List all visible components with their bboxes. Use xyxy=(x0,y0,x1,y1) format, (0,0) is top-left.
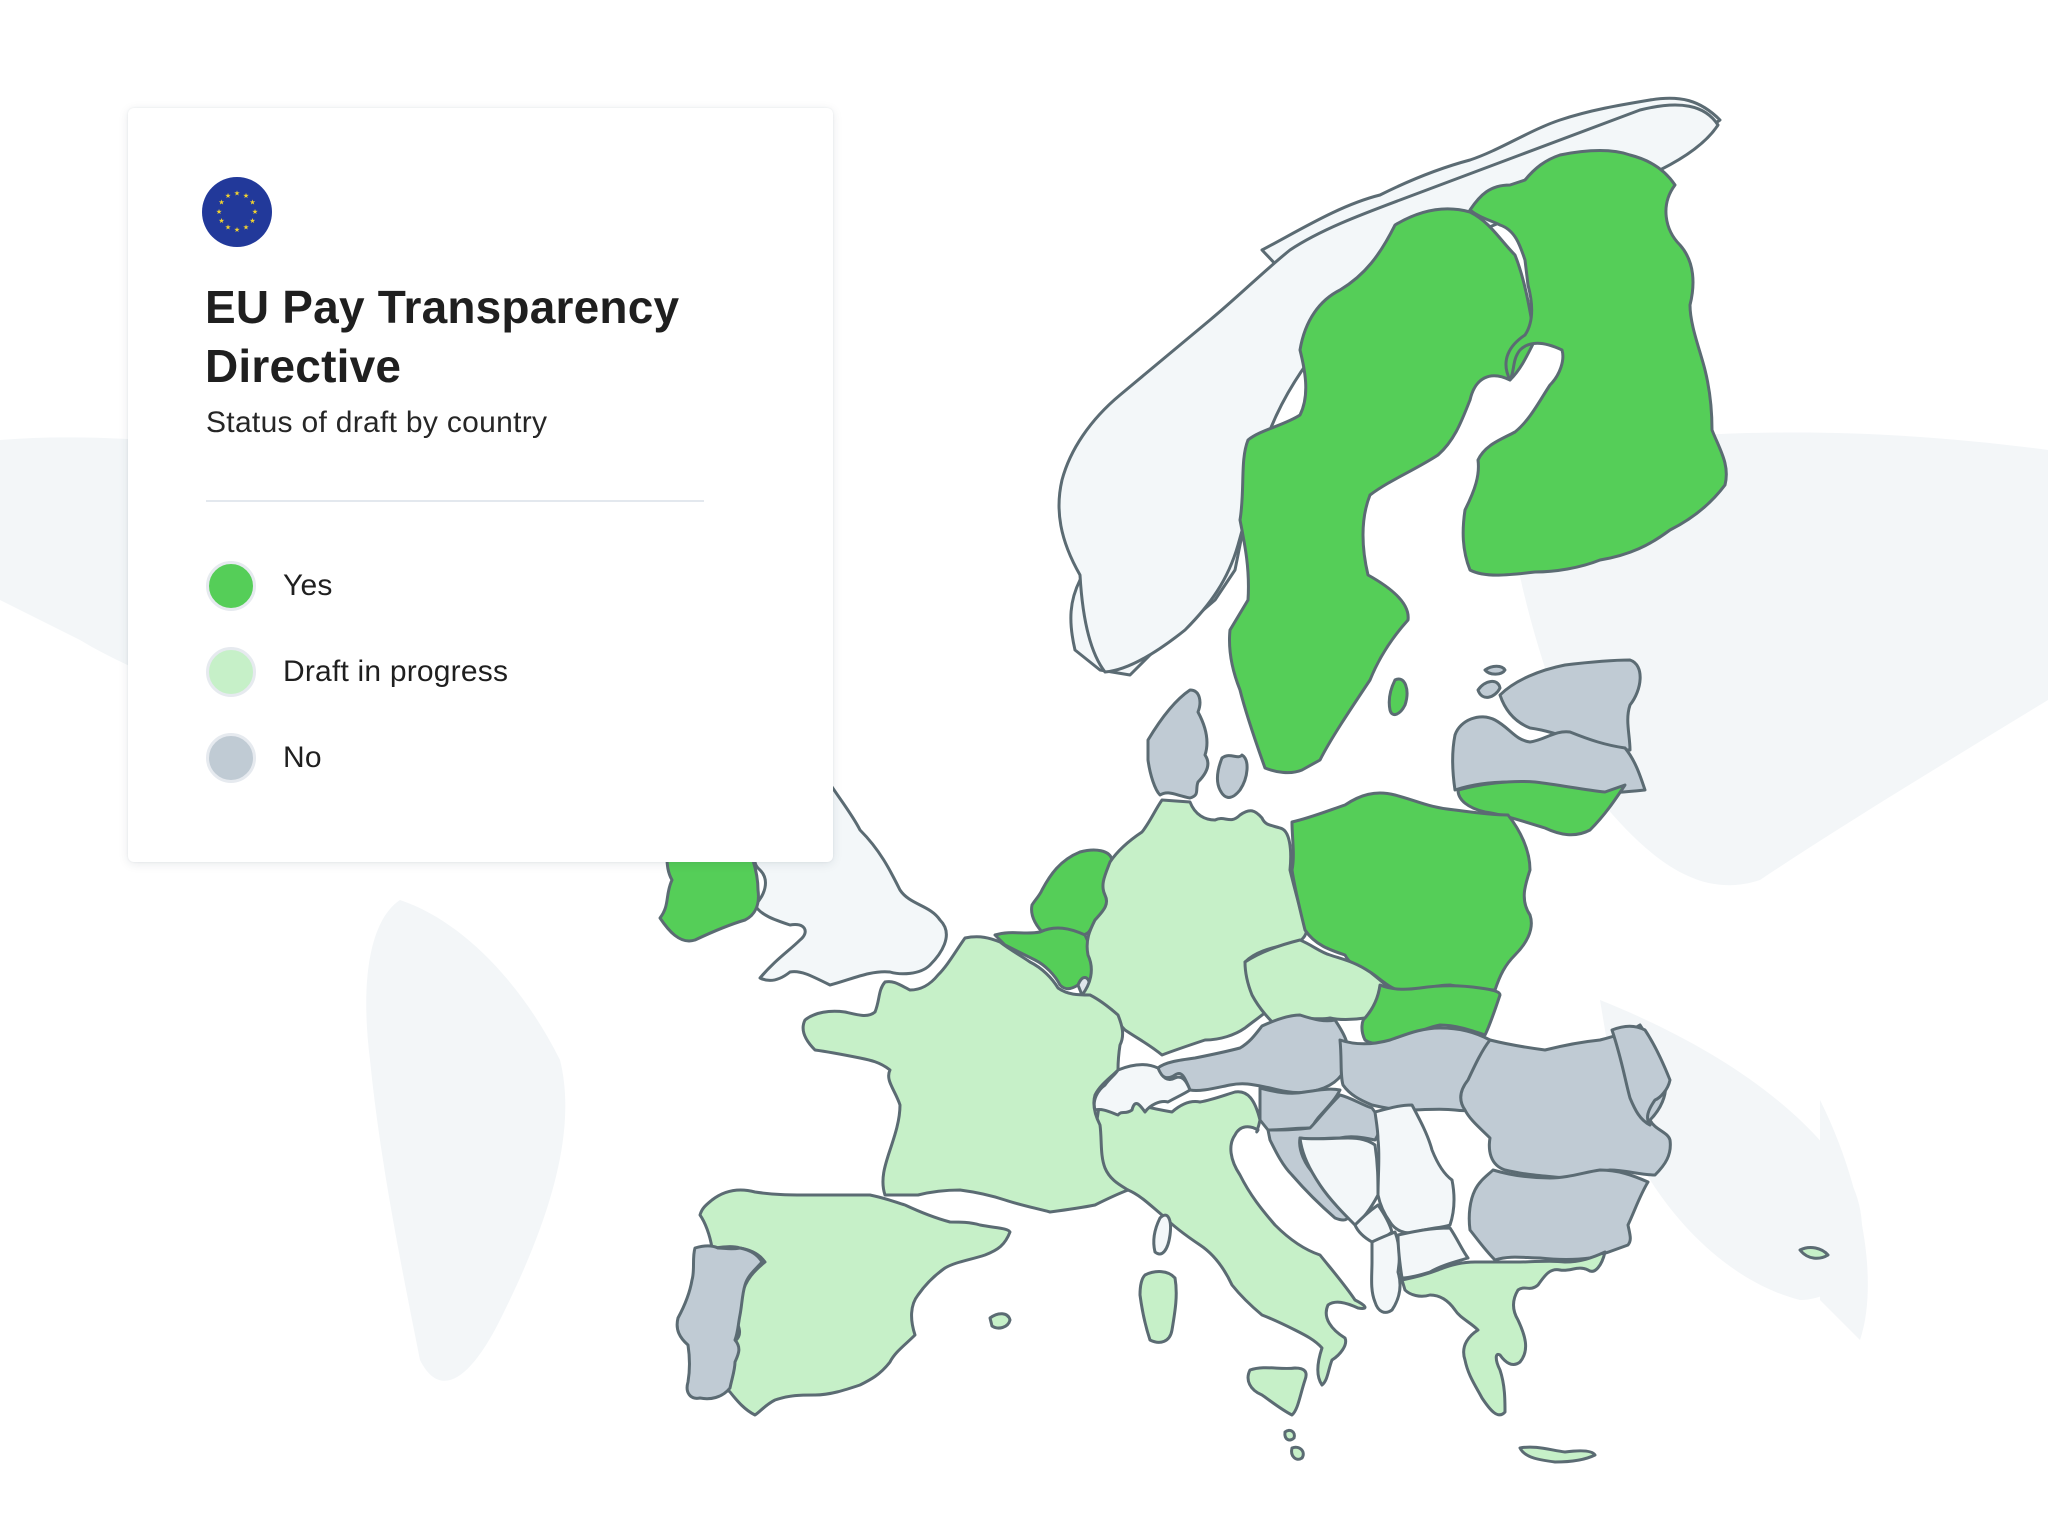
country-sardinia[interactable] xyxy=(1138,1270,1178,1344)
country-sweden[interactable] xyxy=(1228,207,1537,775)
legend-card: ★ ★ ★ ★ ★ ★ ★ ★ ★ ★ ★ ★ EU Pay Transpare… xyxy=(128,108,833,862)
country-finland[interactable] xyxy=(1461,148,1728,577)
legend-swatch-no xyxy=(206,733,256,783)
svg-text:★: ★ xyxy=(225,192,231,200)
svg-text:★: ★ xyxy=(216,208,222,216)
divider xyxy=(206,500,704,502)
page-subtitle: Status of draft by country xyxy=(206,406,548,439)
svg-text:★: ★ xyxy=(218,217,224,225)
legend-swatch-draft xyxy=(206,647,256,697)
country-slovakia[interactable] xyxy=(1360,983,1502,1046)
country-denmark[interactable] xyxy=(1146,688,1210,800)
svg-text:★: ★ xyxy=(225,224,231,232)
legend-swatch-yes xyxy=(206,561,256,611)
svg-text:★: ★ xyxy=(249,199,255,207)
svg-text:★: ★ xyxy=(234,190,240,198)
country-bulgaria[interactable] xyxy=(1467,1168,1650,1262)
legend-label-no: No xyxy=(283,741,322,774)
svg-text:★: ★ xyxy=(218,199,224,207)
country-moldova[interactable] xyxy=(1610,1024,1672,1127)
country-sicily[interactable] xyxy=(1246,1366,1308,1417)
country-estonia[interactable] xyxy=(1498,658,1642,752)
page-title: EU Pay Transparency Directive xyxy=(205,281,680,392)
eu-flag-icon: ★ ★ ★ ★ ★ ★ ★ ★ ★ ★ ★ ★ xyxy=(202,177,272,247)
country-austria[interactable] xyxy=(1156,1013,1350,1095)
country-corsica[interactable] xyxy=(1152,1213,1172,1256)
country-denmark-zealand[interactable] xyxy=(1215,753,1249,799)
legend-item-no: No xyxy=(206,733,322,783)
svg-text:★: ★ xyxy=(243,192,249,200)
country-sweden-gotland[interactable] xyxy=(1387,677,1409,717)
country-spain[interactable] xyxy=(698,1188,1012,1417)
svg-text:★: ★ xyxy=(234,226,240,234)
country-portugal[interactable] xyxy=(675,1244,764,1401)
legend-item-draft: Draft in progress xyxy=(206,647,508,697)
country-estonia-islands[interactable] xyxy=(1476,664,1507,699)
country-cyprus[interactable] xyxy=(1798,1246,1830,1260)
svg-text:★: ★ xyxy=(249,217,255,225)
country-lithuania[interactable] xyxy=(1456,780,1627,837)
country-north-macedonia[interactable] xyxy=(1396,1226,1470,1280)
country-poland[interactable] xyxy=(1290,791,1533,994)
svg-text:★: ★ xyxy=(252,208,258,216)
country-mallorca[interactable] xyxy=(988,1312,1012,1330)
country-greece[interactable] xyxy=(1400,1250,1607,1417)
country-crete[interactable] xyxy=(1518,1445,1597,1464)
country-albania[interactable] xyxy=(1370,1230,1402,1314)
country-france[interactable] xyxy=(801,935,1130,1214)
country-malta[interactable] xyxy=(1283,1428,1305,1461)
legend-label-draft: Draft in progress xyxy=(283,655,509,688)
legend-item-yes: Yes xyxy=(206,561,333,611)
country-serbia[interactable] xyxy=(1373,1103,1456,1235)
svg-text:★: ★ xyxy=(243,224,249,232)
legend-label-yes: Yes xyxy=(283,569,333,602)
